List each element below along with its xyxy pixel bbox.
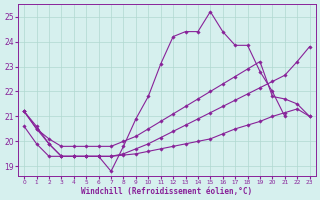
X-axis label: Windchill (Refroidissement éolien,°C): Windchill (Refroidissement éolien,°C) (81, 187, 252, 196)
